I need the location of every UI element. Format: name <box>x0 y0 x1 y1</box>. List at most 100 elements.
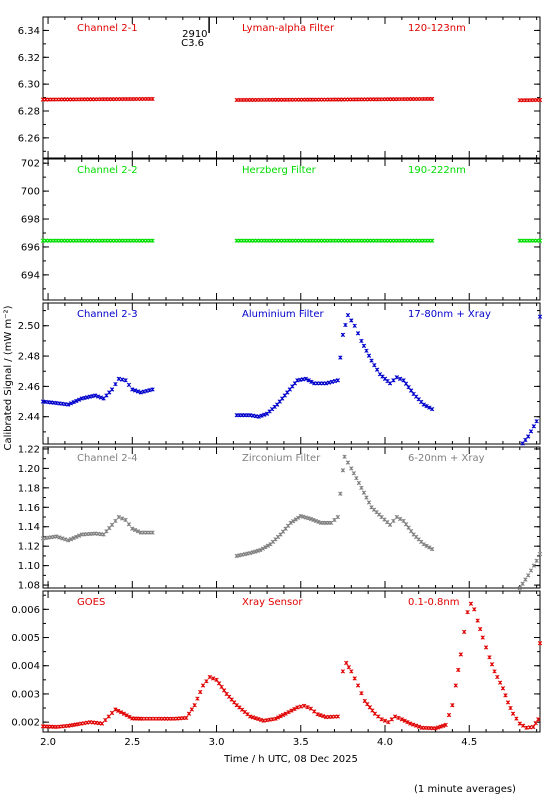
data-point <box>71 535 76 541</box>
data-point <box>76 533 82 538</box>
data-point <box>71 400 76 405</box>
data-point <box>312 709 317 714</box>
data-point <box>523 577 528 582</box>
data-point <box>517 721 522 726</box>
data-point <box>283 711 288 716</box>
data-point <box>531 724 536 730</box>
data-point <box>520 441 525 446</box>
data-point <box>126 522 132 527</box>
data-point <box>291 518 296 524</box>
data-point <box>329 379 335 384</box>
data-point <box>335 378 340 383</box>
y-tick-label: 0.002 <box>11 718 40 729</box>
data-point <box>387 381 393 386</box>
data-point <box>465 609 470 615</box>
filter-label: Lyman-alpha Filter <box>242 23 335 34</box>
data-point <box>536 717 541 722</box>
x-tick-label: 2.5 <box>124 737 140 748</box>
data-point <box>144 388 149 394</box>
data-point <box>359 338 364 344</box>
data-point <box>414 723 419 728</box>
y-tick-label: 1.22 <box>18 444 40 455</box>
data-point <box>120 516 125 521</box>
data-point <box>124 713 129 718</box>
y-tick-label: 700 <box>21 187 40 198</box>
data-point <box>289 708 294 713</box>
data-point <box>130 387 135 392</box>
data-point <box>376 714 381 719</box>
data-point <box>483 645 489 650</box>
data-point <box>126 382 132 388</box>
data-point <box>406 384 411 390</box>
data-point <box>346 664 351 670</box>
data-point <box>313 518 319 524</box>
y-tick-label: 1.08 <box>18 581 40 592</box>
data-point <box>103 717 108 723</box>
data-point <box>280 712 286 718</box>
data-point <box>338 355 343 360</box>
y-tick-label: 1.20 <box>18 464 40 475</box>
data-point <box>113 518 118 524</box>
y-tick-label: 0.004 <box>11 661 40 672</box>
data-point <box>524 725 529 730</box>
band-label: 190-222nm <box>408 165 466 176</box>
band-label: 17-80nm + Xray <box>408 309 491 320</box>
data-point <box>54 534 59 539</box>
data-point <box>204 679 209 684</box>
data-point <box>273 716 278 721</box>
y-tick-label: 2.48 <box>18 352 40 363</box>
x-axis-title: Time / h UTC, 08 Dec 2025 <box>223 754 358 765</box>
data-point <box>403 522 409 527</box>
data-point <box>214 677 219 682</box>
data-point <box>408 528 414 534</box>
data-point <box>528 429 534 434</box>
data-point <box>458 652 463 657</box>
data-point <box>123 517 128 523</box>
data-point <box>258 547 263 553</box>
data-point <box>328 520 334 526</box>
y-tick-label: 702 <box>21 159 40 170</box>
x-tick-label: 2.0 <box>40 737 56 748</box>
y-tick-label: 1.10 <box>18 561 40 572</box>
data-point <box>211 676 216 681</box>
channel-label: Channel 2-2 <box>77 165 138 176</box>
data-point <box>315 712 320 717</box>
data-point <box>399 717 405 722</box>
data-point <box>430 238 435 243</box>
data-point <box>379 717 384 722</box>
data-point <box>427 545 432 550</box>
channel-label: Channel 2-3 <box>77 309 138 320</box>
data-point <box>537 238 543 243</box>
data-point <box>531 424 536 429</box>
data-point <box>537 97 543 103</box>
data-point <box>433 726 438 731</box>
data-point <box>120 377 125 382</box>
data-point <box>361 343 367 348</box>
x-tick-label: 4.0 <box>377 737 393 748</box>
data-point <box>356 480 362 486</box>
data-point <box>303 376 308 381</box>
data-point <box>487 655 492 660</box>
channel-label: Channel 2-4 <box>77 453 138 464</box>
data-point <box>374 367 380 372</box>
data-point <box>355 683 361 688</box>
data-point <box>495 674 500 680</box>
data-point <box>508 705 513 711</box>
data-point <box>184 715 189 721</box>
data-point <box>66 538 71 543</box>
data-point <box>537 314 543 319</box>
data-point <box>398 376 403 381</box>
data-point <box>537 641 543 646</box>
data-point <box>349 466 354 471</box>
y-tick-label: 1.12 <box>18 542 40 553</box>
data-point <box>263 545 268 550</box>
data-point <box>198 689 203 695</box>
data-point <box>403 381 409 386</box>
data-point <box>189 707 194 712</box>
x-tick-label: 3.0 <box>209 737 225 748</box>
data-point <box>123 378 128 383</box>
data-point <box>295 705 300 710</box>
y-tick-label: 698 <box>21 215 40 226</box>
footnote: (1 minute averages) <box>414 784 516 795</box>
